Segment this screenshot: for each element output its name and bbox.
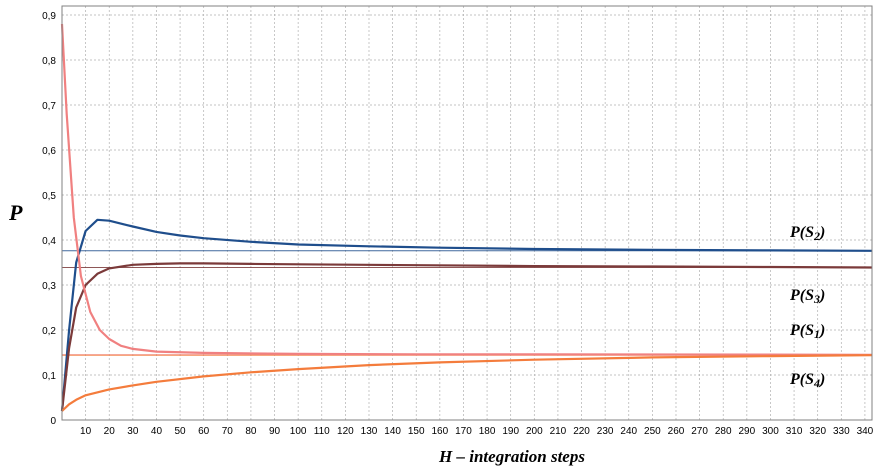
series-line	[60, 23, 873, 356]
x-tick-label: 310	[786, 426, 803, 437]
y-tick-label: 0,4	[42, 236, 56, 247]
x-tick-label: 330	[833, 426, 850, 437]
plot-area	[62, 6, 872, 420]
y-tick-label: 0,7	[42, 101, 56, 112]
x-tick-label: 30	[127, 426, 139, 437]
x-tick-label: 10	[80, 426, 92, 437]
x-tick-label: 240	[620, 426, 637, 437]
x-tick-label: 20	[104, 426, 116, 437]
x-tick-label: 290	[738, 426, 755, 437]
x-tick-label: 300	[762, 426, 779, 437]
x-tick-label: 120	[337, 426, 354, 437]
y-tick-label: 0,9	[42, 11, 56, 22]
x-tick-label: 40	[151, 426, 163, 437]
y-tick-label: 0,6	[42, 146, 56, 157]
y-tick-label: 0,5	[42, 191, 56, 202]
x-tick-label: 200	[526, 426, 543, 437]
x-tick-label: 280	[715, 426, 732, 437]
x-tick-label: 50	[175, 426, 187, 437]
series-label-s2: P(S2)	[789, 224, 825, 243]
y-tick-labels: 0 0,1 0,2 0,3 0,4 0,5 0,6 0,7 0,8 0,9	[42, 11, 56, 427]
x-tick-label: 320	[809, 426, 826, 437]
x-tick-label: 160	[431, 426, 448, 437]
series-label-s4: P(S4)	[789, 371, 825, 390]
x-tick-label: 260	[668, 426, 685, 437]
series-line	[60, 262, 873, 412]
series-lines	[60, 23, 873, 412]
x-tick-label: 150	[408, 426, 425, 437]
y-tick-label: 0,8	[42, 56, 56, 67]
series-line	[61, 354, 873, 412]
x-tick-label: 80	[245, 426, 257, 437]
plot-border	[61, 5, 873, 421]
x-tick-label: 190	[502, 426, 519, 437]
grid	[62, 6, 872, 420]
x-tick-label: 270	[691, 426, 708, 437]
x-tick-labels: 10 20 30 40 50 60 70 80 90 100 110 120 130 140 150 160 1…	[80, 426, 873, 437]
y-tick-label: 0	[50, 416, 56, 427]
series-label-s1: P(S1)	[789, 322, 825, 341]
series-line	[60, 218, 873, 412]
y-tick-label: 0,3	[42, 281, 56, 292]
x-tick-label: 100	[290, 426, 307, 437]
x-tick-label: 220	[573, 426, 590, 437]
x-axis-title: H – integration steps	[438, 447, 585, 466]
x-tick-label: 70	[222, 426, 234, 437]
x-tick-label: 230	[597, 426, 614, 437]
x-tick-label: 340	[857, 426, 873, 437]
x-tick-label: 140	[384, 426, 401, 437]
x-tick-label: 180	[479, 426, 496, 437]
y-tick-label: 0,2	[42, 326, 56, 337]
y-tick-label: 0,1	[42, 371, 56, 382]
x-tick-label: 90	[269, 426, 281, 437]
x-tick-label: 110	[314, 426, 330, 437]
y-axis-title: P	[8, 200, 23, 225]
x-tick-label: 170	[455, 426, 472, 437]
x-tick-label: 250	[644, 426, 661, 437]
x-tick-label: 130	[361, 426, 378, 437]
series-label-s3: P(S3)	[789, 287, 825, 306]
x-tick-label: 60	[198, 426, 210, 437]
x-tick-label: 210	[550, 426, 567, 437]
